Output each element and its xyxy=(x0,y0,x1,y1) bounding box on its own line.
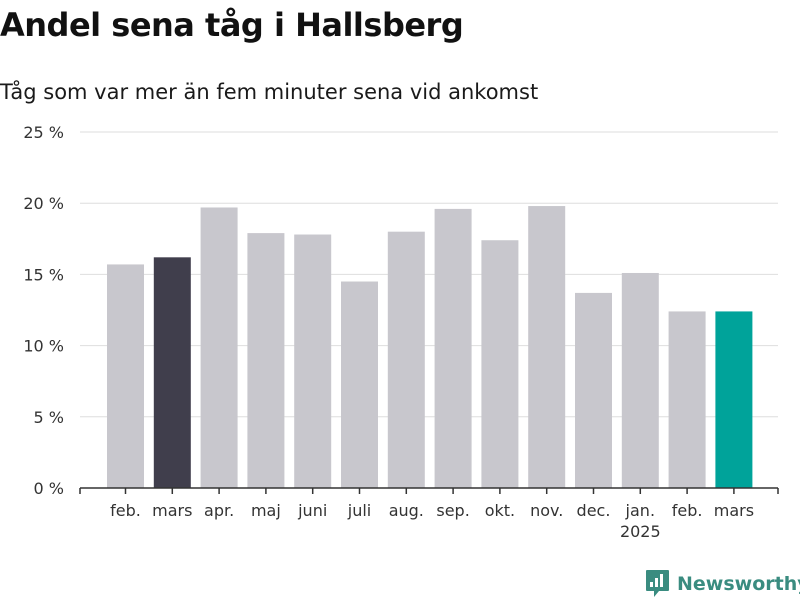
x-tick-label: jan. xyxy=(625,501,655,520)
bar xyxy=(153,257,191,488)
x-tick-label: feb. xyxy=(110,501,141,520)
y-tick-label: 20 % xyxy=(23,194,64,213)
x-tick-label: nov. xyxy=(530,501,563,520)
bar xyxy=(575,292,612,488)
bar xyxy=(434,208,472,488)
x-tick-label: okt. xyxy=(485,501,515,520)
x-tick-label: juli xyxy=(347,501,371,520)
y-tick-label: 0 % xyxy=(34,479,64,498)
x-tick-label: mars xyxy=(152,501,192,520)
bar xyxy=(387,231,425,488)
year-label: 2025 xyxy=(620,522,661,541)
bar xyxy=(621,272,659,488)
bar xyxy=(341,281,378,488)
x-tick-label: dec. xyxy=(577,501,611,520)
bar xyxy=(294,234,332,488)
x-axis xyxy=(79,487,779,494)
x-tick-label: mars xyxy=(714,501,754,520)
y-tick-label: 15 % xyxy=(23,265,64,284)
bar xyxy=(715,311,753,488)
x-tick-label: maj xyxy=(251,501,281,520)
gridlines xyxy=(80,131,778,418)
x-tick-label: sep. xyxy=(436,501,469,520)
brand: Newsworthy xyxy=(645,569,800,598)
bars xyxy=(107,206,753,489)
bar xyxy=(528,206,566,488)
newsworthy-logo-icon xyxy=(646,570,669,597)
bar xyxy=(247,233,285,488)
chart-title: Andel sena tåg i Hallsberg xyxy=(0,6,464,44)
chart-subtitle: Tåg som var mer än fem minuter sena vid … xyxy=(0,80,539,104)
tick-labels: 0 % 5 % 10 % 15 % 20 % 25 % feb. mars apr. maj jun… xyxy=(23,123,754,541)
bar xyxy=(481,240,519,488)
x-tick-label: apr. xyxy=(204,501,234,520)
x-tick-label: feb. xyxy=(672,501,703,520)
y-tick-label: 25 % xyxy=(23,123,64,142)
y-tick-label: 5 % xyxy=(34,408,64,427)
y-tick-label: 10 % xyxy=(23,337,64,356)
brand-name: Newsworthy xyxy=(677,572,800,595)
x-tick-label: juni xyxy=(297,501,327,520)
bar xyxy=(200,207,238,489)
bar xyxy=(107,264,144,488)
x-tick-label: aug. xyxy=(389,501,424,520)
bar xyxy=(668,311,706,488)
